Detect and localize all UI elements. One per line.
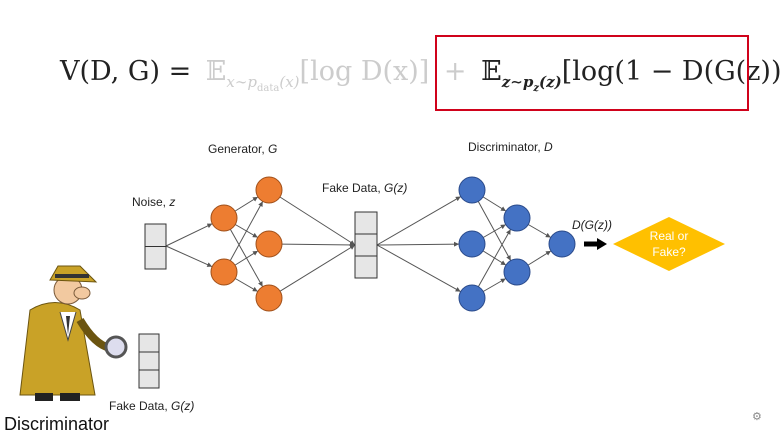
generator-label: Generator, G (208, 142, 277, 156)
edge (279, 244, 356, 292)
label-symbol: D (544, 140, 553, 154)
label-symbol: G(z) (384, 181, 407, 195)
network (144, 176, 576, 312)
corner-icon: ⚙ (752, 410, 762, 423)
edge (234, 250, 259, 266)
formula-body: [log(1 − D(G(z)))] (562, 56, 781, 87)
formula-lhs: V(D, G) = (59, 56, 191, 87)
decision-text: Fake? (652, 245, 686, 259)
output-arrowhead (597, 238, 607, 250)
vector-cell (138, 351, 160, 371)
label-text: Generator, (208, 142, 268, 156)
edge (528, 224, 551, 238)
discriminator-node (458, 176, 486, 204)
subscript-tail: (x) (279, 73, 299, 91)
noise-label: Noise, z (132, 195, 175, 209)
subsubscript: data (257, 83, 279, 94)
discriminator-label: Discriminator, D (468, 140, 553, 154)
edge (281, 242, 356, 248)
formula: V(D, G) = 𝔼x∼pdata(x)[log D(x)] + 𝔼z∼pz(… (59, 56, 781, 94)
label-text: Fake Data, (109, 399, 171, 413)
label-symbol: z (168, 195, 175, 209)
discriminator-node (503, 204, 531, 232)
edge (477, 229, 512, 287)
decision-text: Real or (650, 229, 689, 243)
edge (376, 241, 460, 247)
generator-node (255, 284, 283, 312)
label-text: Discriminator, (468, 140, 544, 154)
plus: + (444, 56, 467, 87)
generator-node (255, 176, 283, 204)
expectation: 𝔼 (206, 56, 227, 87)
bottom-vector (138, 333, 160, 389)
edge (235, 278, 258, 292)
edge (527, 250, 552, 266)
subsubscript: z (532, 83, 539, 94)
label-text: Fake Data, (322, 181, 384, 195)
vector-cell (144, 223, 167, 247)
discriminator-node (458, 284, 486, 312)
subscript: x∼p (226, 73, 257, 91)
expectation: 𝔼 (481, 56, 502, 87)
highlight-box (435, 35, 749, 111)
decision-diamond (613, 217, 725, 271)
edge (376, 244, 461, 293)
edge (482, 196, 507, 212)
generator-node (210, 258, 238, 286)
detective-label: Discriminator (4, 414, 109, 434)
vector-cell (354, 255, 378, 279)
detective-figure (19, 265, 128, 401)
edge (376, 196, 461, 246)
edge (229, 201, 264, 261)
output-label: D(G(z)) (572, 218, 612, 232)
edge (165, 245, 213, 268)
fake-data-label: Fake Data, G(z) (322, 181, 407, 195)
discriminator-node (503, 258, 531, 286)
subscript: z∼p (501, 73, 534, 91)
discriminator-node (548, 230, 576, 258)
formula-body: [log D(x)] (300, 56, 430, 87)
discriminator-node (458, 230, 486, 258)
bottom-fake-data-label: Fake Data, G(z) (109, 399, 194, 413)
generator-node (210, 204, 238, 232)
edge (234, 196, 259, 212)
subscript-tail: (z) (539, 73, 562, 91)
vector-cell (144, 246, 167, 270)
edge (279, 196, 356, 246)
edge (483, 224, 506, 238)
label-text: Noise, (132, 195, 169, 209)
vector-cell (138, 333, 160, 353)
generator-node (255, 230, 283, 258)
label-symbol: G(z) (171, 399, 194, 413)
label-symbol: G (268, 142, 277, 156)
vector-cell (354, 211, 378, 235)
vector-cell (354, 233, 378, 257)
edge (165, 223, 213, 247)
vector-cell (138, 369, 160, 389)
edge (483, 278, 506, 292)
